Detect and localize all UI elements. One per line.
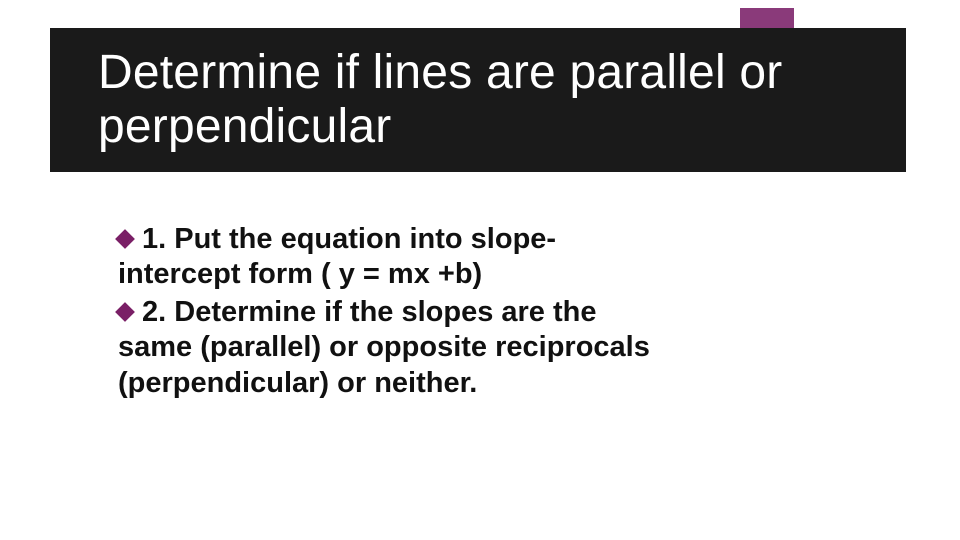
bullet-line: Put the equation into slope- xyxy=(174,223,556,255)
bullet-text: 1. Put the equation into slope- intercep… xyxy=(142,222,556,293)
list-item: 1. Put the equation into slope- intercep… xyxy=(118,222,798,293)
bullet-continuation: intercept form ( y = mx +b) xyxy=(118,257,556,292)
bullet-line: Determine if the slopes are the xyxy=(174,296,596,328)
slide-body: 1. Put the equation into slope- intercep… xyxy=(118,222,798,401)
list-item: 2. Determine if the slopes are the same … xyxy=(118,295,798,401)
slide-header: Determine if lines are parallel or perpe… xyxy=(0,0,960,188)
slide-title: Determine if lines are parallel or perpe… xyxy=(98,46,858,154)
bullet-text: 2. Determine if the slopes are the same … xyxy=(142,295,798,401)
bullet-continuation: same (parallel) or opposite reciprocals … xyxy=(118,330,798,401)
bullet-lead: 1. xyxy=(142,223,166,255)
bullet-lead: 2. xyxy=(142,296,166,328)
diamond-bullet-icon xyxy=(115,229,135,249)
diamond-bullet-icon xyxy=(115,302,135,322)
